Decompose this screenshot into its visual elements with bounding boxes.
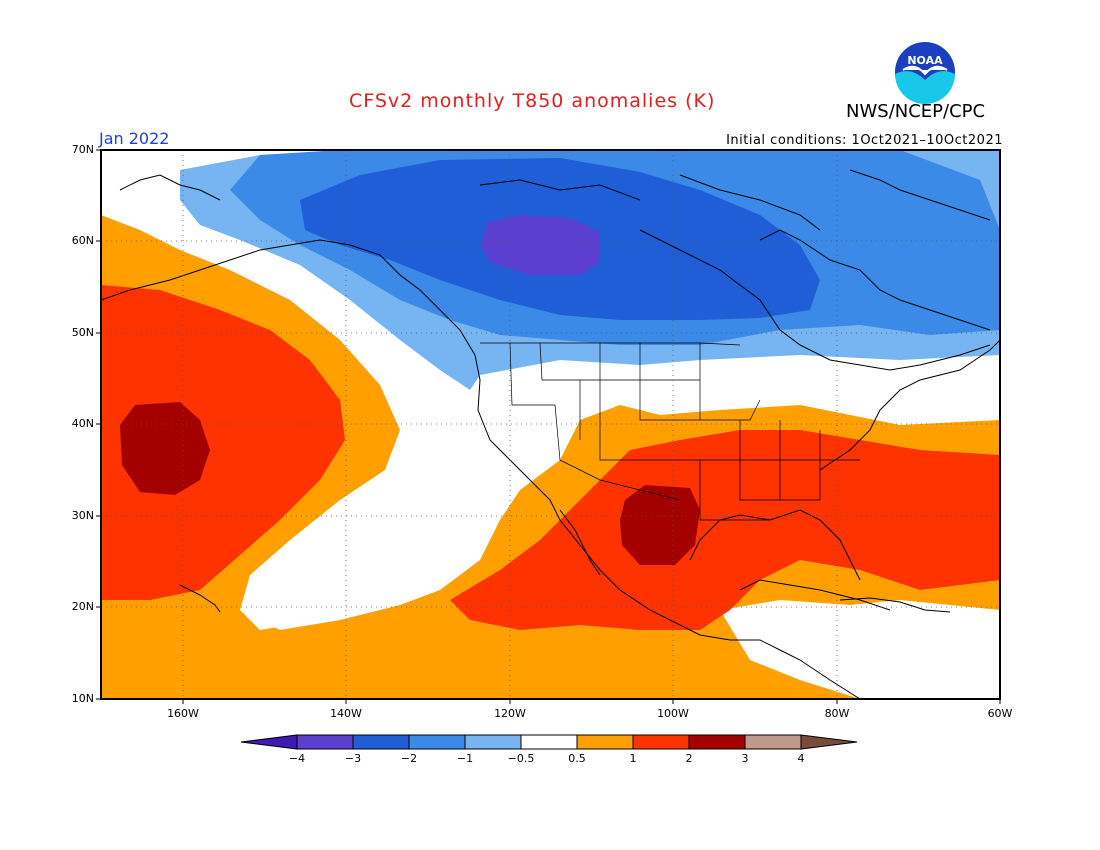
noaa-logo-text: NOAA [907,54,943,67]
axis-ticks [96,149,1001,704]
anomaly-region-0p5 [101,215,1000,699]
colorbar-label: 3 [741,752,749,765]
colorbar-label: −1 [456,752,474,765]
lat-label: 50N [71,326,94,339]
anomaly-region-1 [101,285,345,600]
initial-conditions: Initial conditions: 1Oct2021–10Oct2021 [726,133,1003,148]
colorbar-label: 4 [797,752,805,765]
colorbar-label: 0.5 [568,752,586,765]
lat-label: 40N [71,417,94,430]
lon-label: 120W [494,707,526,720]
lat-label: 10N [71,692,94,705]
lon-label: 140W [330,707,362,720]
lon-label: 60W [987,707,1013,720]
colorbar-label: −0.5 [507,752,535,765]
lat-label: 70N [71,143,94,156]
colorbar-label: −4 [288,752,306,765]
noaa-logo: NOAA [895,42,955,104]
agency-label: NWS/NCEP/CPC [846,101,986,122]
lon-label: 80W [824,707,850,720]
chart-title: CFSv2 monthly T850 anomalies (K) [349,90,716,112]
lat-label: 30N [71,509,94,522]
lon-label: 160W [167,707,199,720]
colorbar-label: −2 [400,752,418,765]
colorbar-label: 1 [629,752,637,765]
political-borders [480,342,860,521]
anomaly-region-2 [120,402,210,495]
lat-label: 20N [71,600,94,613]
lat-label: 60N [71,234,94,247]
colorbar-label: −3 [344,752,362,765]
valid-month: Jan 2022 [99,129,170,148]
colorbar [240,734,858,750]
colorbar-label: 2 [685,752,693,765]
lon-label: 100W [657,707,689,720]
